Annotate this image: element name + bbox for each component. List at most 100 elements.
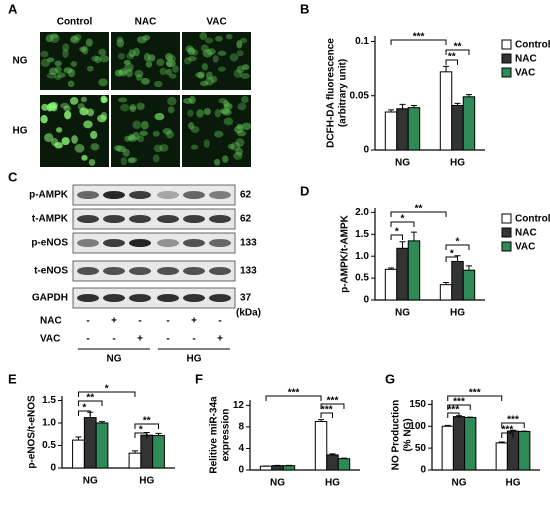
- x-tick-label: NG: [452, 478, 467, 489]
- significance-bracket: [447, 404, 471, 410]
- cell: [189, 95, 196, 105]
- legend-label: Control: [515, 214, 550, 225]
- cell: [147, 54, 156, 62]
- significance-bracket: [447, 395, 503, 401]
- treatment-mark: -: [192, 334, 195, 345]
- error-bar: [465, 265, 472, 271]
- cell: [94, 55, 102, 64]
- error-bar: [443, 65, 450, 72]
- significance-bracket: [265, 395, 322, 401]
- cell: [237, 102, 247, 111]
- legend-label: Control: [515, 40, 550, 51]
- significance-bracket: [320, 412, 333, 418]
- y-tick-label: 1.0: [42, 418, 56, 429]
- cell: [128, 135, 137, 143]
- y-axis-label: p-eNOS/t-eNOS: [27, 395, 38, 469]
- cell: [100, 111, 108, 121]
- significance-label: *: [401, 214, 405, 225]
- significance-bracket: [445, 256, 458, 262]
- bar: [439, 284, 453, 301]
- blot-band: [209, 215, 231, 223]
- y-tick-label: 0.1: [355, 36, 369, 47]
- bar: [314, 421, 328, 471]
- cell: [81, 154, 88, 161]
- significance-label: **: [454, 42, 462, 53]
- panel-label: C: [8, 169, 18, 184]
- cell: [118, 97, 128, 103]
- y-tick-label: 0: [363, 295, 369, 306]
- treatment-mark: -: [138, 316, 141, 327]
- y-axis-label: (% NG): [403, 418, 414, 451]
- error-bar: [340, 457, 347, 459]
- cell: [125, 68, 133, 78]
- panel-label: E: [8, 371, 17, 386]
- y-axis-label: (arbitrary unit): [338, 59, 349, 127]
- significance-label: *: [82, 403, 86, 414]
- cell: [187, 47, 196, 56]
- cell: [242, 64, 250, 71]
- blot-band: [129, 215, 151, 223]
- cell: [166, 55, 177, 62]
- bar: [152, 435, 165, 469]
- cell: [217, 66, 226, 72]
- cell: [223, 100, 230, 108]
- x-tick-label: HG: [450, 308, 465, 319]
- group-label: NG: [107, 354, 122, 365]
- error-bar: [399, 241, 406, 249]
- cell: [128, 133, 135, 140]
- bar: [462, 96, 476, 151]
- cell: [128, 49, 136, 58]
- treatment-mark: +: [137, 334, 143, 345]
- cell: [86, 108, 95, 117]
- blot-band: [209, 294, 231, 302]
- cell: [185, 45, 194, 53]
- treatment-label: NAC: [40, 316, 62, 327]
- blot-strip: [72, 287, 236, 309]
- error-bar: [75, 436, 82, 441]
- bar: [396, 108, 409, 151]
- treatment-mark: -: [166, 316, 169, 327]
- treatment-mark: -: [218, 316, 221, 327]
- cell: [135, 74, 143, 81]
- bar: [384, 111, 398, 151]
- cell: [212, 55, 219, 63]
- cell: [223, 117, 234, 126]
- legend-swatch: [501, 213, 512, 224]
- cell: [143, 52, 151, 62]
- column-label: VAC: [206, 17, 226, 28]
- y-tick-label: 1.5: [355, 229, 369, 240]
- cell: [126, 52, 135, 60]
- panel-label: A: [8, 1, 18, 16]
- bar: [407, 107, 421, 151]
- bar: [282, 465, 296, 471]
- cell: [98, 48, 107, 56]
- bar: [464, 417, 477, 471]
- cell: [70, 96, 79, 105]
- cell: [49, 34, 60, 43]
- significance-label: **: [86, 393, 94, 404]
- cell: [91, 55, 100, 62]
- blot-band: [157, 294, 179, 302]
- blot-band: [77, 215, 99, 223]
- cell: [165, 52, 174, 61]
- significance-label: *: [139, 425, 143, 436]
- cell: [167, 96, 177, 106]
- cell: [49, 67, 58, 76]
- cell: [133, 47, 140, 57]
- cell: [234, 125, 244, 134]
- significance-bracket: [445, 59, 458, 65]
- cell: [235, 138, 245, 147]
- significance-label: **: [415, 204, 423, 215]
- legend-swatch: [501, 227, 512, 238]
- cell: [54, 60, 62, 67]
- cell: [123, 59, 131, 65]
- cell: [117, 52, 125, 60]
- cell: [166, 61, 173, 68]
- cell: [214, 109, 222, 118]
- cell: [71, 135, 78, 144]
- treatment-mark: +: [111, 316, 117, 327]
- cell: [233, 69, 242, 78]
- blot-band: [77, 294, 99, 302]
- blot-band: [183, 215, 205, 223]
- significance-label: *: [456, 237, 460, 248]
